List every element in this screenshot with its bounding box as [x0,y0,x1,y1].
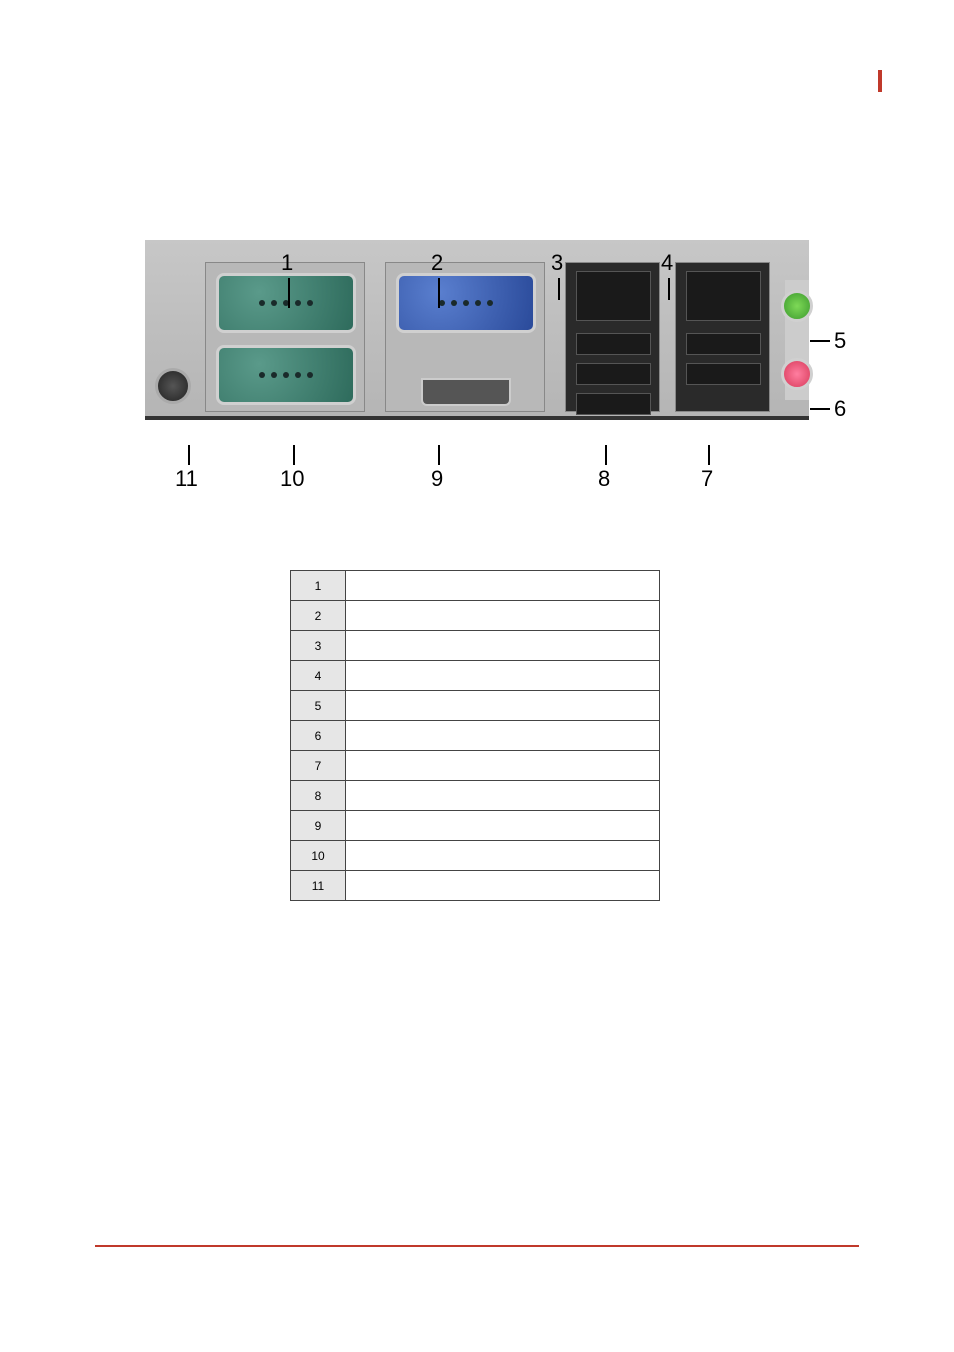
hdmi-port [421,378,511,406]
callout-number: 9 [431,466,443,492]
callout-line [708,445,710,465]
table-cell-label [346,781,660,811]
callout-line [810,408,830,410]
callout-number: 8 [598,466,610,492]
table-cell-index: 5 [291,691,346,721]
table-row: 5 [291,691,660,721]
callout-number: 1 [281,250,293,276]
table-cell-label [346,571,660,601]
serial-port-2 [216,345,356,405]
table-cell-index: 11 [291,871,346,901]
callout-number: 5 [834,328,846,354]
io-panel-photo [145,240,809,420]
table-cell-label [346,871,660,901]
table-cell-label [346,811,660,841]
vga-port [396,273,536,333]
usb-port [576,393,651,415]
rj45-port-1 [576,271,651,321]
table-row: 3 [291,631,660,661]
dc-jack-icon [155,368,191,404]
callout-number: 6 [834,396,846,422]
usb-port [576,363,651,385]
table-cell-label [346,751,660,781]
usb-port [576,333,651,355]
table-row: 11 [291,871,660,901]
callout-line [438,278,440,308]
table-cell-label [346,841,660,871]
table-cell-index: 3 [291,631,346,661]
table-cell-index: 1 [291,571,346,601]
footer-accent-line [95,1245,859,1247]
table-cell-label [346,721,660,751]
table-cell-index: 7 [291,751,346,781]
table-row: 10 [291,841,660,871]
table-cell-index: 4 [291,661,346,691]
table-cell-label [346,631,660,661]
callout-line [288,278,290,308]
callout-line [293,445,295,465]
callout-number: 2 [431,250,443,276]
table-cell-label [346,691,660,721]
callout-number: 4 [661,250,673,276]
serial-port-block [205,262,365,412]
port-legend-table: 1 2 3 4 5 6 7 8 9 10 11 [290,570,660,901]
table-row: 1 [291,571,660,601]
callout-number: 10 [280,466,304,492]
table-cell-index: 6 [291,721,346,751]
callout-number: 7 [701,466,713,492]
callout-line [810,340,830,342]
rj45-port-2 [686,271,761,321]
usb-port [686,363,761,385]
callout-number: 11 [175,466,198,492]
callout-number: 3 [551,250,563,276]
table-body: 1 2 3 4 5 6 7 8 9 10 11 [291,571,660,901]
audio-jack-green [781,290,813,322]
table-row: 4 [291,661,660,691]
table-cell-label [346,601,660,631]
table-row: 8 [291,781,660,811]
header-accent-mark [878,70,882,92]
table-row: 2 [291,601,660,631]
callout-line [188,445,190,465]
table-row: 7 [291,751,660,781]
callout-line [668,278,670,300]
callout-line [558,278,560,300]
usb-port [686,333,761,355]
table-cell-index: 2 [291,601,346,631]
table-cell-label [346,661,660,691]
table-cell-index: 9 [291,811,346,841]
vga-hdmi-block [385,262,545,412]
table-row: 6 [291,721,660,751]
table-cell-index: 8 [291,781,346,811]
table-cell-index: 10 [291,841,346,871]
audio-jack-block [785,280,809,400]
callout-line [605,445,607,465]
audio-jack-pink [781,358,813,390]
serial-port-1 [216,273,356,333]
table-row: 9 [291,811,660,841]
lan-usb-block-1 [565,262,660,412]
lan-usb-block-2 [675,262,770,412]
callout-line [438,445,440,465]
